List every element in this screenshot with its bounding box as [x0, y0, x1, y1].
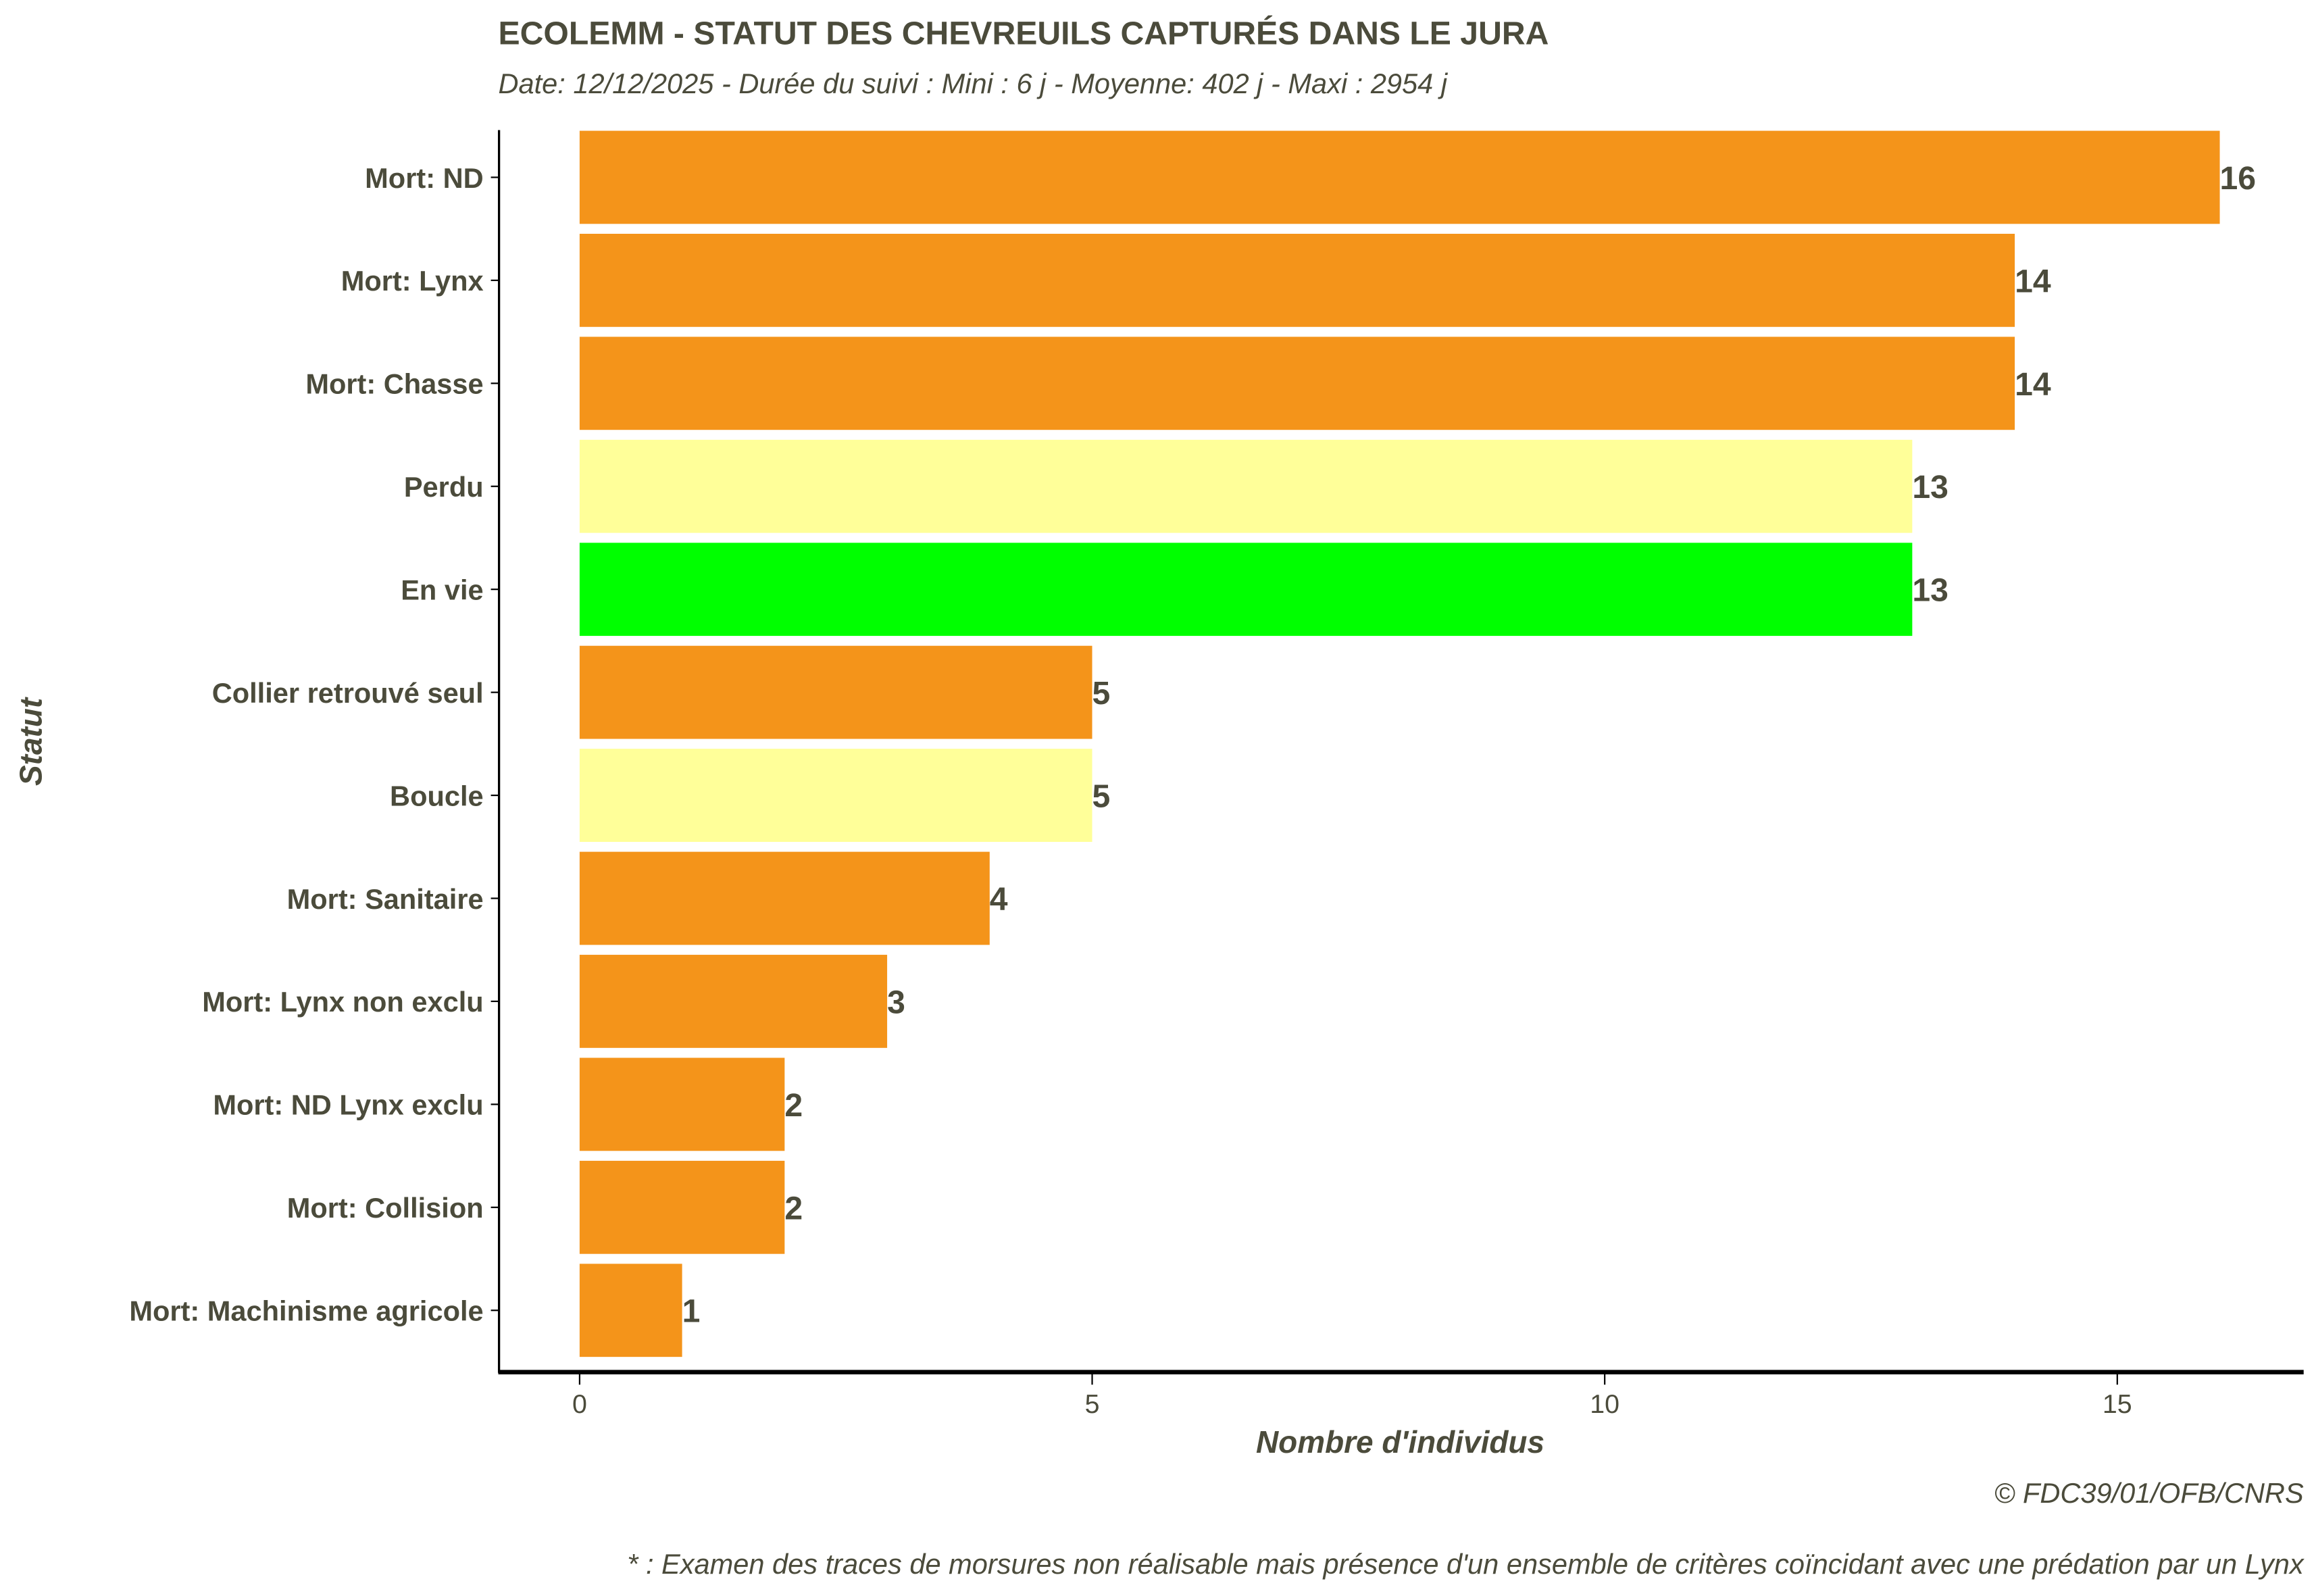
bar: [579, 851, 990, 945]
bar-value-label: 13: [1912, 572, 1948, 609]
bar: [579, 1264, 682, 1357]
y-tick-label: Mort: Collision: [287, 1192, 484, 1224]
bar-value-label: 2: [784, 1190, 803, 1226]
y-tick-label: Perdu: [404, 471, 484, 503]
bar-value-label: 14: [2015, 366, 2051, 403]
y-tick-label: Collier retrouvé seul: [212, 677, 484, 709]
y-tick-label: Mort: Lynx non exclu: [202, 986, 483, 1018]
y-tick-label: En vie: [401, 574, 483, 606]
y-tick-label: Mort: Chasse: [305, 368, 483, 400]
bar: [579, 336, 2015, 430]
x-tick-label: 5: [1085, 1389, 1100, 1419]
bar: [579, 749, 1092, 842]
y-tick-label: Mort: Sanitaire: [287, 883, 484, 915]
y-axis-label: Statut: [13, 697, 48, 786]
bar-value-label: 5: [1092, 778, 1111, 815]
bar: [579, 439, 1913, 533]
bar: [579, 130, 2220, 224]
x-tick-label: 10: [1590, 1389, 1619, 1419]
bar: [579, 1057, 785, 1151]
y-tick-label: Mort: ND Lynx exclu: [213, 1089, 483, 1121]
y-tick-label: Mort: Machinisme agricole: [129, 1295, 483, 1327]
bar: [579, 955, 888, 1048]
bar-value-label: 4: [990, 881, 1008, 918]
x-axis-label: Nombre d'individus: [1256, 1424, 1544, 1460]
x-tick-label: 15: [2103, 1389, 2132, 1419]
caption: © FDC39/01/OFB/CNRS: [1994, 1477, 2304, 1509]
bar-value-label: 1: [682, 1293, 701, 1330]
chart-subtitle: Date: 12/12/2025 - Durée du suivi : Mini…: [499, 68, 1449, 99]
y-tick-label: Mort: Lynx: [341, 265, 484, 297]
footnote: * : Examen des traces de morsures non ré…: [627, 1548, 2305, 1580]
x-tick-label: 0: [572, 1389, 587, 1419]
bar: [579, 645, 1092, 739]
bar-value-label: 14: [2015, 263, 2051, 299]
bar-value-label: 5: [1092, 675, 1111, 712]
y-tick-label: Boucle: [390, 780, 484, 812]
bar: [579, 1160, 785, 1254]
bar-value-label: 13: [1912, 469, 1948, 505]
x-ticks: 0 5 10 15: [572, 1374, 2132, 1419]
chart-title: ECOLEMM - STATUT DES CHEVREUILS CAPTURÉS…: [499, 16, 1549, 52]
bar-value-label: 2: [784, 1087, 803, 1124]
bar: [579, 233, 2015, 327]
bar: [579, 543, 1913, 637]
y-tick-label: Mort: ND: [365, 162, 483, 194]
bar-value-label: 3: [887, 984, 905, 1020]
bar-value-label: 16: [2220, 160, 2257, 197]
